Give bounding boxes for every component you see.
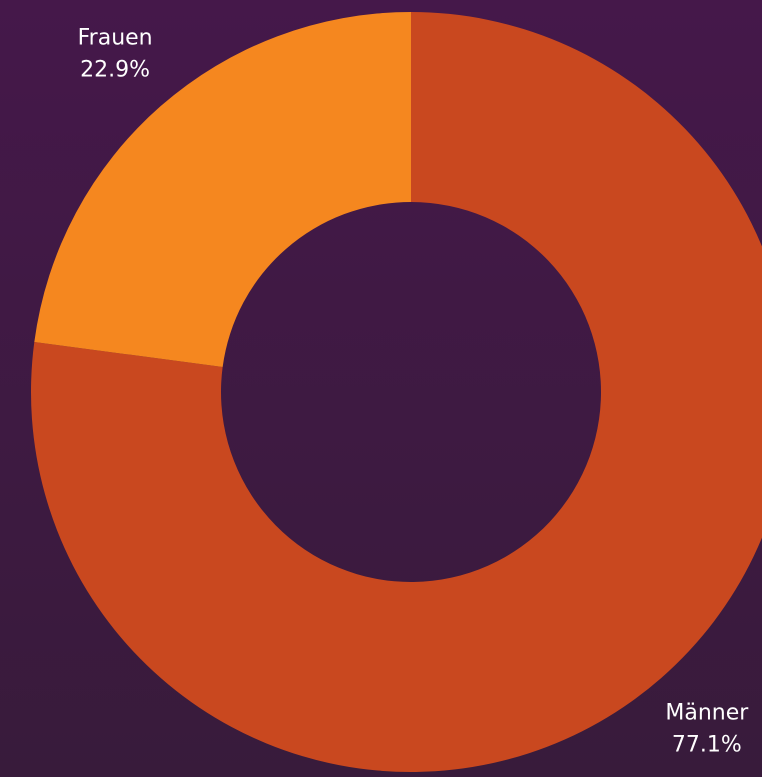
slice-label: Frauen <box>78 25 153 50</box>
slice-value-label: 22.9% <box>80 57 150 82</box>
slice-value-label: 77.1% <box>672 733 742 758</box>
donut-slice <box>31 12 762 772</box>
donut-slice <box>34 12 411 368</box>
slice-label: Männer <box>665 701 749 726</box>
